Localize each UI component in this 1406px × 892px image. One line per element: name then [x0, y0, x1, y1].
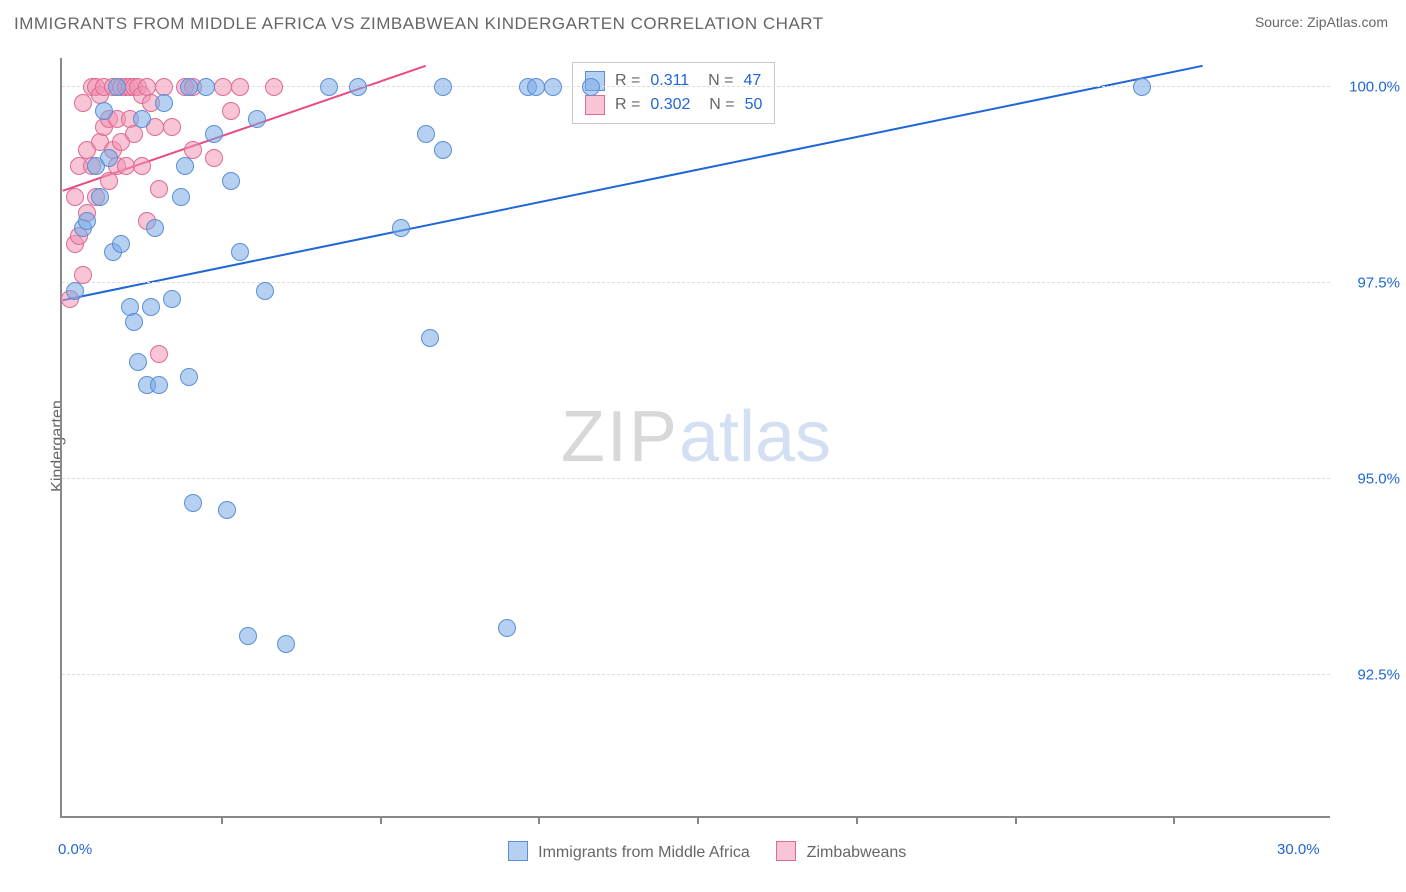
x-tick-label: 30.0% — [1277, 841, 1320, 858]
legend-swatch-blue — [508, 841, 528, 861]
legend-swatch-pink — [776, 841, 796, 861]
data-point — [100, 149, 118, 167]
r-value-pink: 0.302 — [650, 93, 690, 117]
r-label: R = — [615, 93, 640, 117]
data-point — [150, 376, 168, 394]
x-tick — [538, 816, 540, 824]
y-tick-label: 97.5% — [1357, 275, 1400, 292]
data-point — [66, 282, 84, 300]
x-tick-label: 0.0% — [58, 841, 92, 858]
data-point — [117, 157, 135, 175]
source-label: Source: ZipAtlas.com — [1255, 14, 1388, 30]
data-point — [180, 78, 198, 96]
data-point — [95, 102, 113, 120]
data-point — [248, 110, 266, 128]
data-point — [66, 188, 84, 206]
data-point — [239, 627, 257, 645]
stats-row-blue: R = 0.311 N = 47 — [585, 69, 762, 93]
data-point — [129, 353, 147, 371]
data-point — [265, 78, 283, 96]
data-point — [112, 235, 130, 253]
x-tick — [1173, 816, 1175, 824]
data-point — [205, 149, 223, 167]
data-point — [392, 219, 410, 237]
data-point — [320, 78, 338, 96]
gridline — [62, 282, 1330, 283]
n-value-pink: 50 — [745, 93, 763, 117]
stats-row-pink: R = 0.302 N = 50 — [585, 93, 762, 117]
n-label: N = — [699, 69, 733, 93]
data-point — [256, 282, 274, 300]
data-point — [155, 94, 173, 112]
x-tick — [856, 816, 858, 824]
data-point — [180, 368, 198, 386]
data-point — [498, 619, 516, 637]
gridline — [62, 478, 1330, 479]
data-point — [231, 78, 249, 96]
data-point — [218, 501, 236, 519]
data-point — [434, 78, 452, 96]
data-point — [133, 157, 151, 175]
x-tick — [380, 816, 382, 824]
x-tick — [221, 816, 223, 824]
watermark-atlas: atlas — [679, 397, 831, 477]
n-value-blue: 47 — [743, 69, 761, 93]
n-label: N = — [700, 93, 734, 117]
data-point — [150, 345, 168, 363]
data-point — [277, 635, 295, 653]
x-tick — [697, 816, 699, 824]
data-point — [74, 94, 92, 112]
data-point — [417, 125, 435, 143]
data-point — [421, 329, 439, 347]
series2-label: Zimbabweans — [807, 844, 907, 861]
r-label: R = — [615, 69, 640, 93]
data-point — [108, 78, 126, 96]
data-point — [214, 78, 232, 96]
data-point — [349, 78, 367, 96]
gridline — [62, 674, 1330, 675]
series-legend: Immigrants from Middle Africa Zimbabwean… — [62, 841, 1330, 862]
r-value-blue: 0.311 — [650, 69, 689, 93]
chart-container: IMMIGRANTS FROM MIDDLE AFRICA VS ZIMBABW… — [0, 0, 1406, 892]
y-tick-label: 92.5% — [1357, 666, 1400, 683]
y-tick-label: 95.0% — [1357, 471, 1400, 488]
data-point — [142, 298, 160, 316]
data-point — [582, 78, 600, 96]
data-point — [163, 118, 181, 136]
data-point — [133, 110, 151, 128]
y-tick-label: 100.0% — [1349, 79, 1400, 96]
data-point — [205, 125, 223, 143]
data-point — [150, 180, 168, 198]
data-point — [197, 78, 215, 96]
chart-title: IMMIGRANTS FROM MIDDLE AFRICA VS ZIMBABW… — [14, 14, 824, 34]
watermark-zip: ZIP — [561, 397, 679, 477]
series1-label: Immigrants from Middle Africa — [538, 844, 750, 861]
data-point — [544, 78, 562, 96]
data-point — [222, 102, 240, 120]
data-point — [163, 290, 181, 308]
data-point — [434, 141, 452, 159]
data-point — [176, 157, 194, 175]
legend-swatch-pink — [585, 95, 605, 115]
data-point — [91, 188, 109, 206]
x-tick — [1015, 816, 1017, 824]
data-point — [184, 494, 202, 512]
plot-area: ZIPatlas R = 0.311 N = 47 R = 0.302 N = … — [60, 58, 1330, 818]
data-point — [222, 172, 240, 190]
data-point — [78, 212, 96, 230]
data-point — [125, 125, 143, 143]
data-point — [1133, 78, 1151, 96]
data-point — [172, 188, 190, 206]
data-point — [527, 78, 545, 96]
data-point — [231, 243, 249, 261]
data-point — [125, 313, 143, 331]
stats-legend: R = 0.311 N = 47 R = 0.302 N = 50 — [572, 62, 775, 124]
data-point — [146, 219, 164, 237]
watermark: ZIPatlas — [561, 396, 831, 478]
